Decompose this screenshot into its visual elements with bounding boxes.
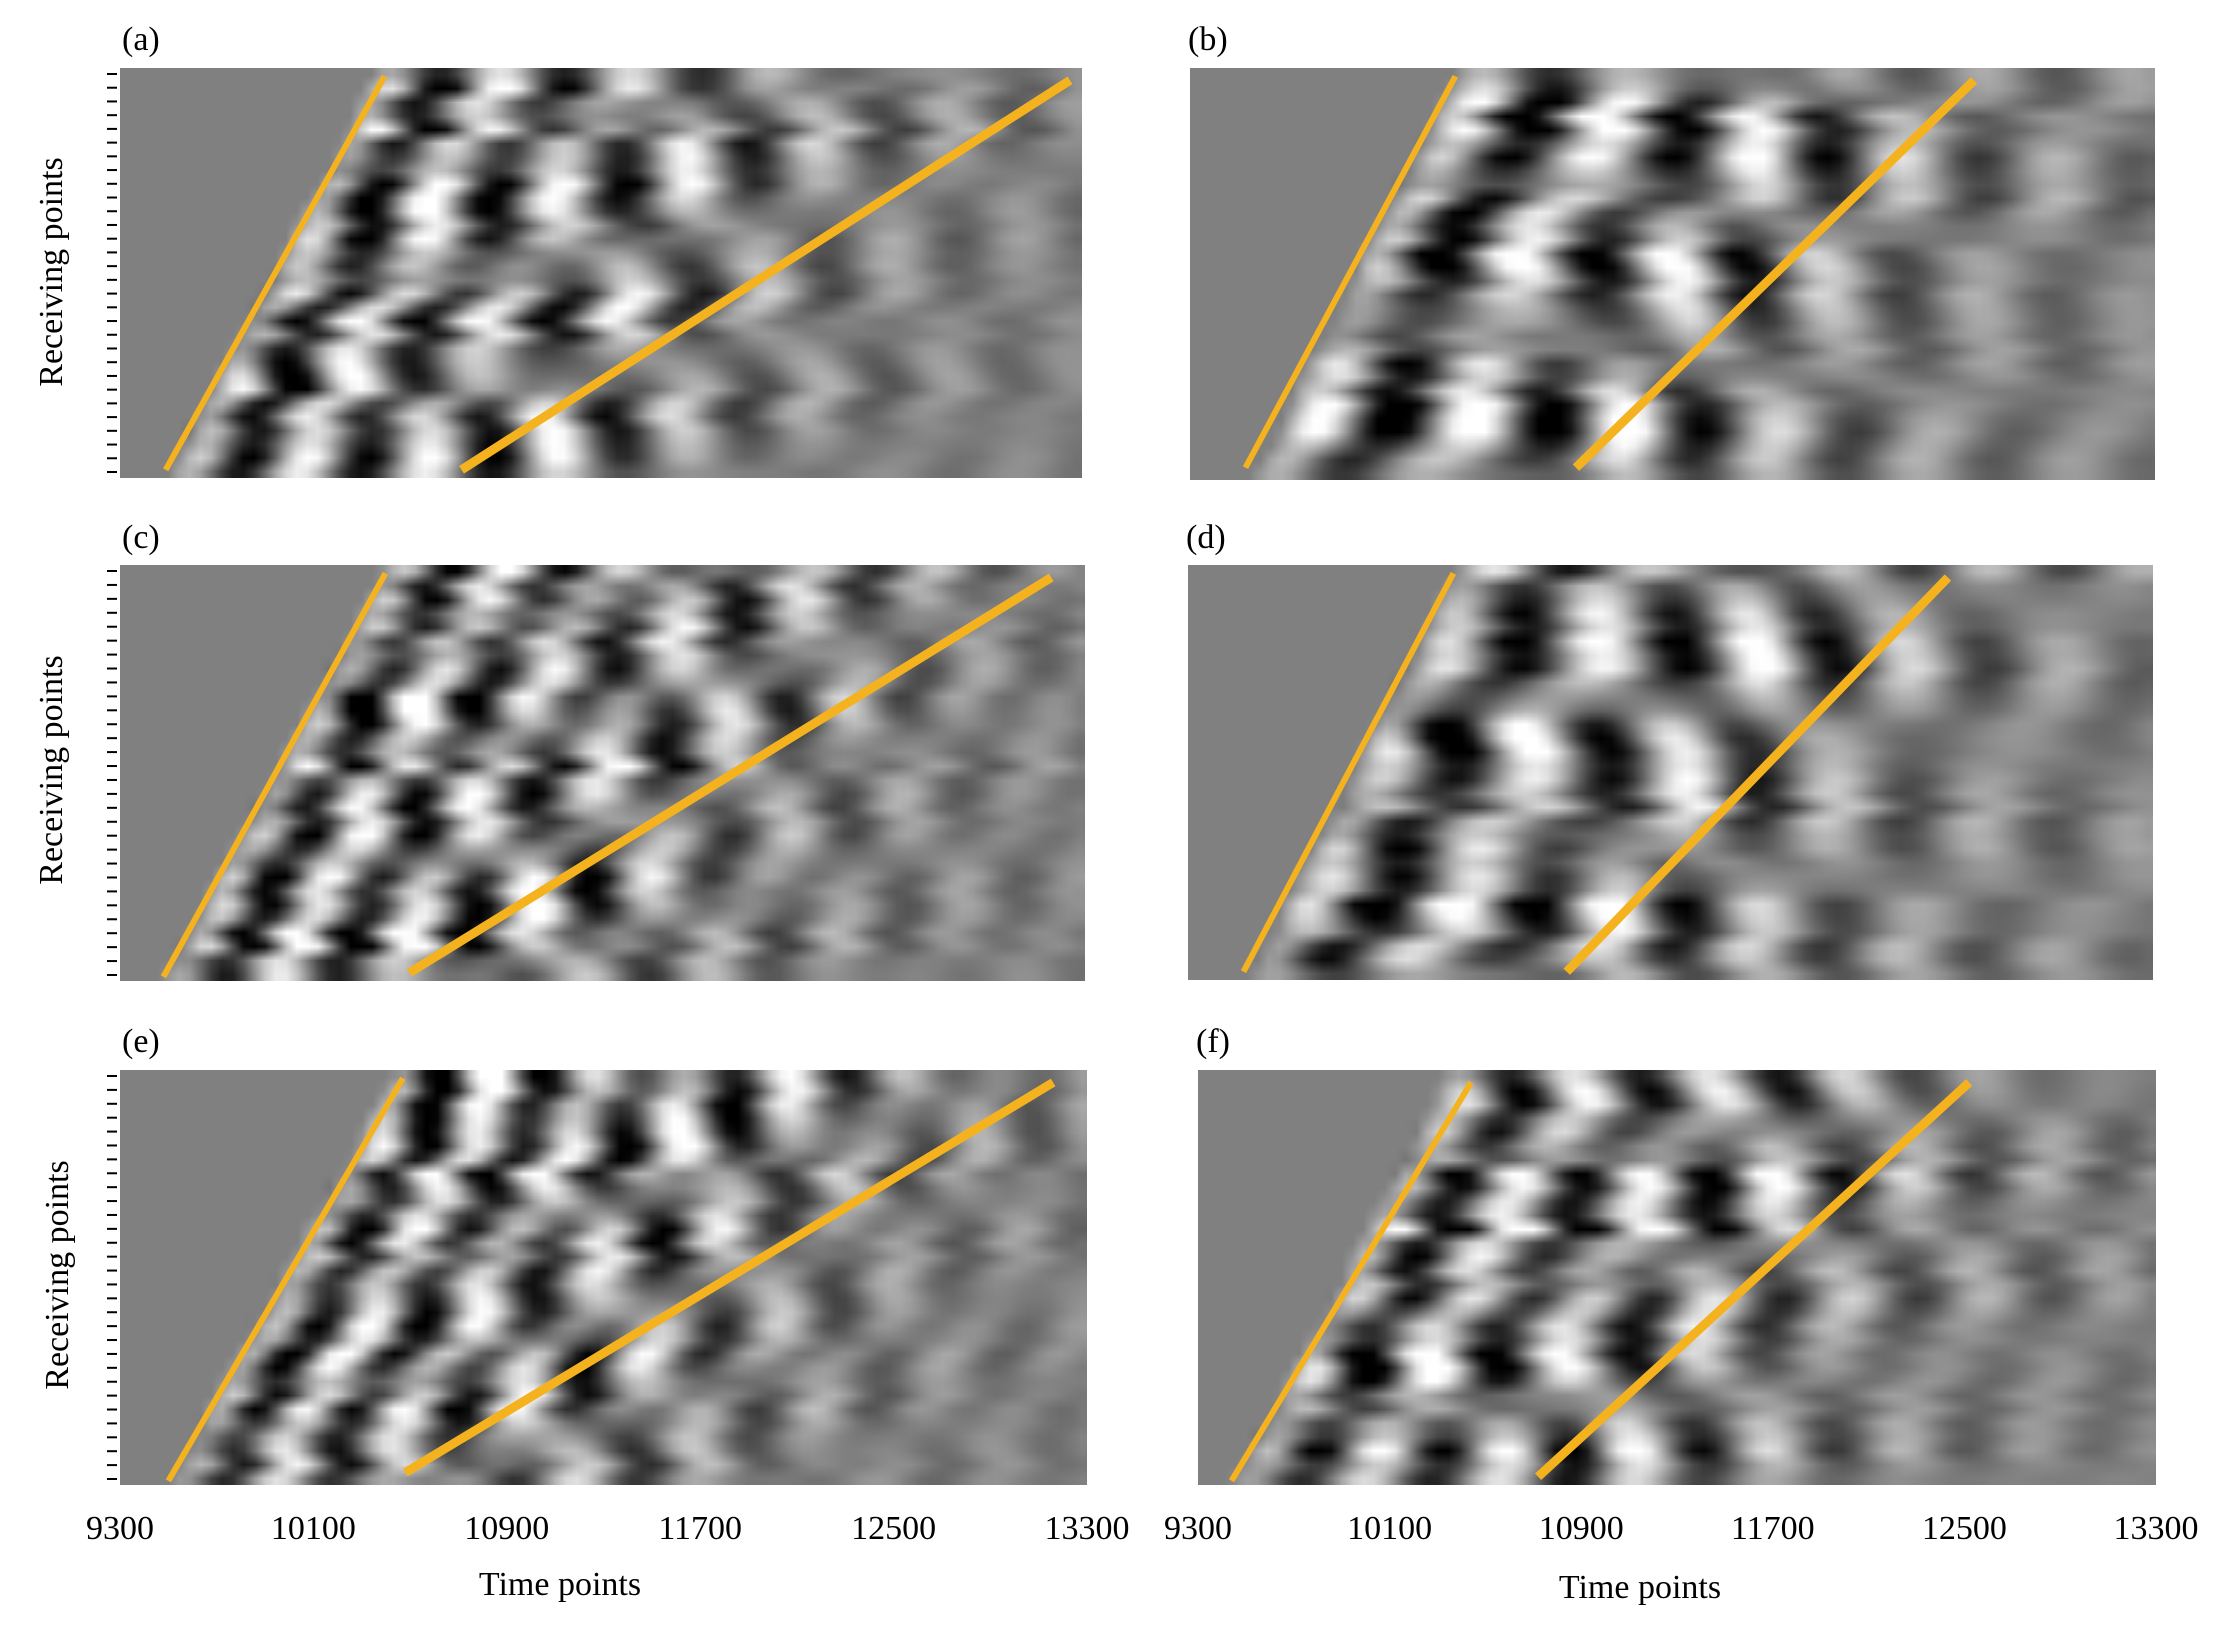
panel-a: (a) Receiving points <box>33 21 1082 478</box>
panel-c: (c) Receiving points <box>33 519 1085 981</box>
x-tick-label: 9300 <box>86 1510 154 1547</box>
x-tick-label: 11700 <box>1731 1510 1815 1547</box>
panel-label: (c) <box>122 519 160 556</box>
x-tick-label: 12500 <box>851 1510 936 1547</box>
y-axis-label: Receiving points <box>33 655 70 884</box>
panel-e: (e) Receiving points 9300 10100 10900 11700 12… <box>39 1023 1130 1603</box>
panel-f: (f) 9300 10100 10900 11700 12500 13300 Time poi… <box>1164 1023 2199 1606</box>
annotation-line <box>1535 1079 1973 1481</box>
x-tick-label: 10900 <box>464 1510 549 1547</box>
panel-label: (e) <box>122 1023 160 1060</box>
x-axis-label: Time points <box>1559 1569 1721 1606</box>
y-axis-label: Receiving points <box>33 157 70 386</box>
panel-label: (b) <box>1188 21 1228 58</box>
panel-label: (d) <box>1186 519 1226 556</box>
panel-d: (d) <box>1186 519 2153 980</box>
x-tick-label: 9300 <box>1164 1510 1232 1547</box>
x-tick-label: 10100 <box>1347 1510 1432 1547</box>
x-axis-label: Time points <box>479 1566 641 1603</box>
annotation-line <box>1240 571 1457 974</box>
annotation-line <box>1242 74 1459 470</box>
annotation-line <box>1563 574 1952 975</box>
annotation-line <box>407 573 1054 977</box>
x-tick-label: 10100 <box>271 1510 356 1547</box>
x-tick-label: 13300 <box>2114 1510 2199 1547</box>
annotation-line <box>165 1076 406 1483</box>
panel-label: (a) <box>122 21 160 58</box>
heatmap-image <box>1190 68 2155 480</box>
annotation-line <box>163 74 388 472</box>
heatmap-image <box>120 1070 1087 1485</box>
panel-b: (b) <box>1188 21 2155 480</box>
annotation-line <box>160 571 389 979</box>
heatmap-image <box>120 565 1085 981</box>
heatmap-image <box>1188 565 2153 980</box>
annotation-line <box>1572 77 1978 471</box>
heatmap-image <box>120 68 1082 478</box>
x-tick-label: 10900 <box>1539 1510 1624 1547</box>
x-tick-label: 11700 <box>658 1510 742 1547</box>
annotation-line <box>402 1078 1056 1477</box>
y-axis-label: Receiving points <box>39 1160 76 1389</box>
heatmap-image <box>1198 1070 2156 1485</box>
panel-label: (f) <box>1196 1023 1230 1060</box>
annotation-line <box>459 76 1073 474</box>
annotation-line <box>1228 1080 1474 1483</box>
x-tick-label: 12500 <box>1922 1510 2007 1547</box>
x-tick-label: 13300 <box>1045 1510 1130 1547</box>
